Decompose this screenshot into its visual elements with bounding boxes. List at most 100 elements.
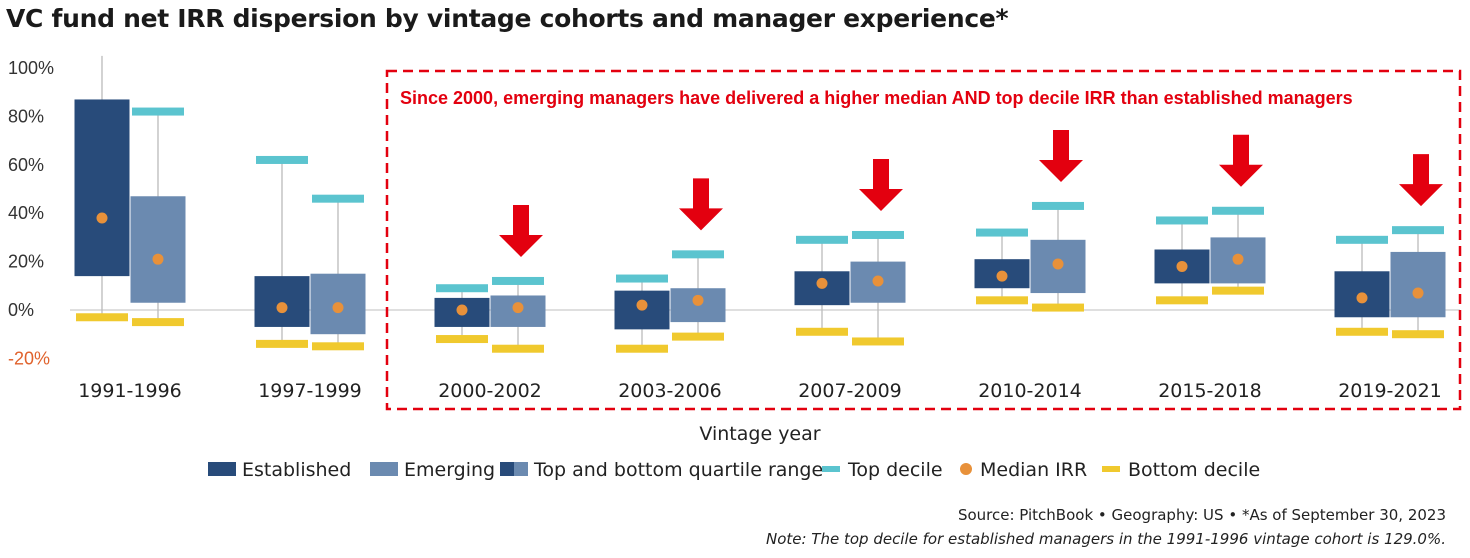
bottom-decile-mark (1336, 327, 1388, 336)
emerging-box-2007-2009 (850, 230, 906, 346)
legend-label: Top and bottom quartile range (533, 459, 823, 481)
established-box-2003-2006 (614, 274, 670, 353)
median-dot (1412, 287, 1424, 299)
x-tick-label: 1991-1996 (78, 380, 182, 402)
arrow-2015-2018 (1219, 134, 1263, 187)
x-tick-label: 1997-1999 (258, 380, 362, 402)
legend-swatch (1102, 466, 1120, 472)
legend-item: Top decile (822, 459, 943, 481)
emerging-box-1997-1999 (310, 194, 366, 351)
median-dot (1356, 292, 1368, 304)
bottom-decile-mark (1212, 286, 1264, 295)
median-dot (456, 304, 468, 316)
legend-label: Median IRR (980, 459, 1087, 481)
y-tick-label: 40% (8, 203, 44, 223)
y-tick-label: 60% (8, 155, 44, 175)
median-dot (872, 275, 884, 287)
legend-item: Median IRR (960, 459, 1087, 481)
highlight-box (385, 69, 1462, 411)
legend: Established Emerging Top and bottom quarti… (208, 459, 1260, 481)
legend-swatch (822, 466, 840, 472)
x-tick-label: 2003-2006 (618, 380, 722, 402)
top-decile-mark (616, 274, 668, 283)
x-tick-label: 2010-2014 (978, 380, 1082, 402)
top-decile-mark (256, 155, 308, 164)
legend-item: Top and bottom quartile range (500, 459, 823, 481)
top-decile-mark (672, 250, 724, 259)
bottom-decile-mark (1032, 303, 1084, 312)
bottom-decile-mark (436, 335, 488, 344)
source-text: Source: PitchBook • Geography: US • *As … (957, 506, 1446, 524)
bottom-decile-mark (796, 327, 848, 336)
established-box-2010-2014 (974, 228, 1030, 305)
bottom-decile-mark (312, 342, 364, 351)
x-tick-label: 2000-2002 (438, 380, 542, 402)
legend-label: Established (242, 459, 351, 481)
median-dot (692, 294, 704, 306)
top-decile-mark (132, 107, 184, 116)
top-decile-mark (1392, 226, 1444, 235)
legend-item: Emerging (370, 459, 495, 481)
median-dot (1052, 258, 1064, 270)
emerging-box-1991-1996 (130, 107, 186, 327)
median-dot (96, 212, 108, 224)
top-decile-mark (796, 235, 848, 244)
y-tick-label: 100% (8, 58, 54, 78)
legend-swatch (514, 462, 528, 476)
bottom-decile-mark (132, 318, 184, 327)
quartile-box (1390, 251, 1446, 318)
emerging-box-2010-2014 (1030, 201, 1086, 312)
arrow-2000-2002 (499, 204, 543, 257)
top-decile-mark (312, 194, 364, 203)
x-axis-label: Vintage year (699, 423, 820, 445)
top-decile-mark (1032, 201, 1084, 210)
quartile-box (130, 196, 186, 303)
emerging-box-2015-2018 (1210, 206, 1266, 295)
quartile-box (74, 99, 130, 277)
y-tick-label: -20% (8, 348, 50, 368)
y-tick-label: 20% (8, 252, 44, 272)
established-box-1997-1999 (254, 155, 310, 348)
box-plots (74, 55, 1446, 353)
established-box-2019-2021 (1334, 235, 1390, 336)
quartile-box (254, 276, 310, 327)
top-decile-mark (1156, 216, 1208, 225)
top-decile-mark (1336, 235, 1388, 244)
arrow-2003-2006 (679, 178, 723, 231)
legend-swatch (370, 462, 398, 476)
bottom-decile-mark (672, 332, 724, 341)
arrow-2019-2021 (1399, 154, 1443, 207)
arrow-2010-2014 (1039, 129, 1083, 182)
established-box-2007-2009 (794, 235, 850, 336)
median-dot (276, 302, 288, 314)
highlight-arrows (499, 129, 1443, 257)
median-dot (512, 302, 524, 314)
top-decile-mark (436, 284, 488, 293)
y-tick-label: 0% (8, 300, 34, 320)
median-dot (636, 299, 648, 311)
top-decile-mark (976, 228, 1028, 237)
median-dot (996, 270, 1008, 282)
bottom-decile-mark (76, 313, 128, 322)
legend-swatch (960, 463, 972, 475)
legend-swatch (208, 462, 236, 476)
legend-label: Emerging (404, 459, 495, 481)
y-axis: 100% 80% 60% 40% 20% 0% -20% (8, 58, 54, 368)
established-box-1991-1996 (74, 55, 130, 322)
bottom-decile-mark (256, 339, 308, 348)
median-dot (152, 253, 164, 265)
bottom-decile-mark (1156, 296, 1208, 305)
bottom-decile-mark (616, 344, 668, 353)
emerging-box-2019-2021 (1390, 226, 1446, 339)
x-tick-label: 2019-2021 (1338, 380, 1442, 402)
legend-item: Bottom decile (1102, 459, 1260, 481)
emerging-box-2003-2006 (670, 250, 726, 341)
bottom-decile-mark (852, 337, 904, 346)
y-tick-label: 80% (8, 106, 44, 126)
bottom-decile-mark (1392, 330, 1444, 339)
median-dot (816, 277, 828, 289)
x-axis: 1991-1996 1997-1999 2000-2002 2003-2006 2007… (78, 380, 1442, 402)
legend-label: Bottom decile (1128, 459, 1260, 481)
top-decile-mark (1212, 206, 1264, 215)
